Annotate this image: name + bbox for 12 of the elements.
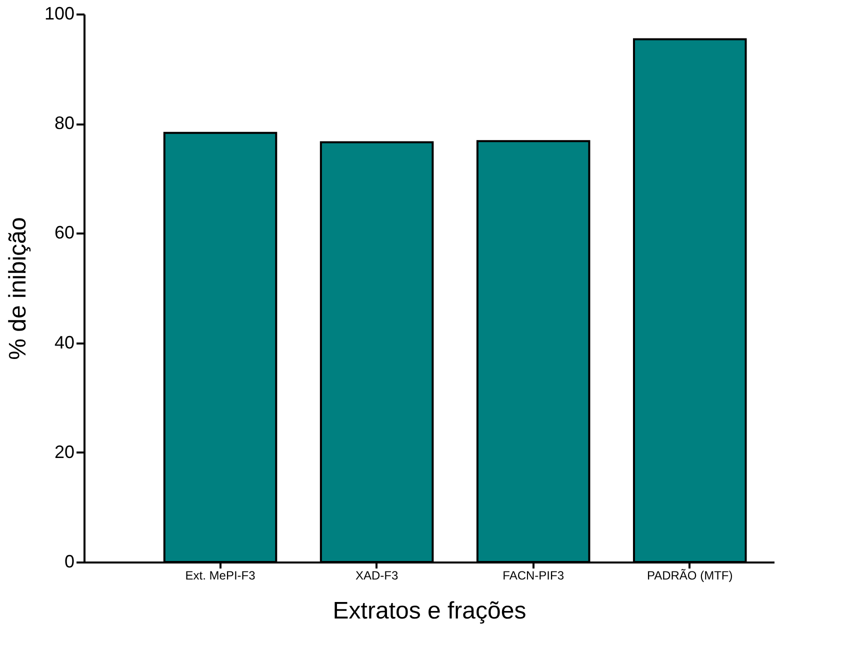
x-tick-label: FACN-PIF3 bbox=[502, 568, 564, 582]
x-tick-label: PADRÃO (MTF) bbox=[646, 568, 733, 582]
x-tick-label: Ext. MePI-F3 bbox=[185, 568, 256, 582]
y-tick-label: 0 bbox=[64, 552, 74, 572]
y-tick-label: 20 bbox=[54, 442, 74, 462]
y-axis-title: % de inibição bbox=[4, 217, 32, 360]
y-tick-label: 60 bbox=[54, 222, 74, 243]
x-axis-title: Extratos e frações bbox=[332, 598, 526, 624]
y-tick-label: 80 bbox=[54, 113, 74, 134]
x-tick-label: XAD-F3 bbox=[355, 568, 398, 582]
y-tick-label: 100 bbox=[44, 4, 74, 24]
y-tick-label: 40 bbox=[54, 332, 74, 352]
